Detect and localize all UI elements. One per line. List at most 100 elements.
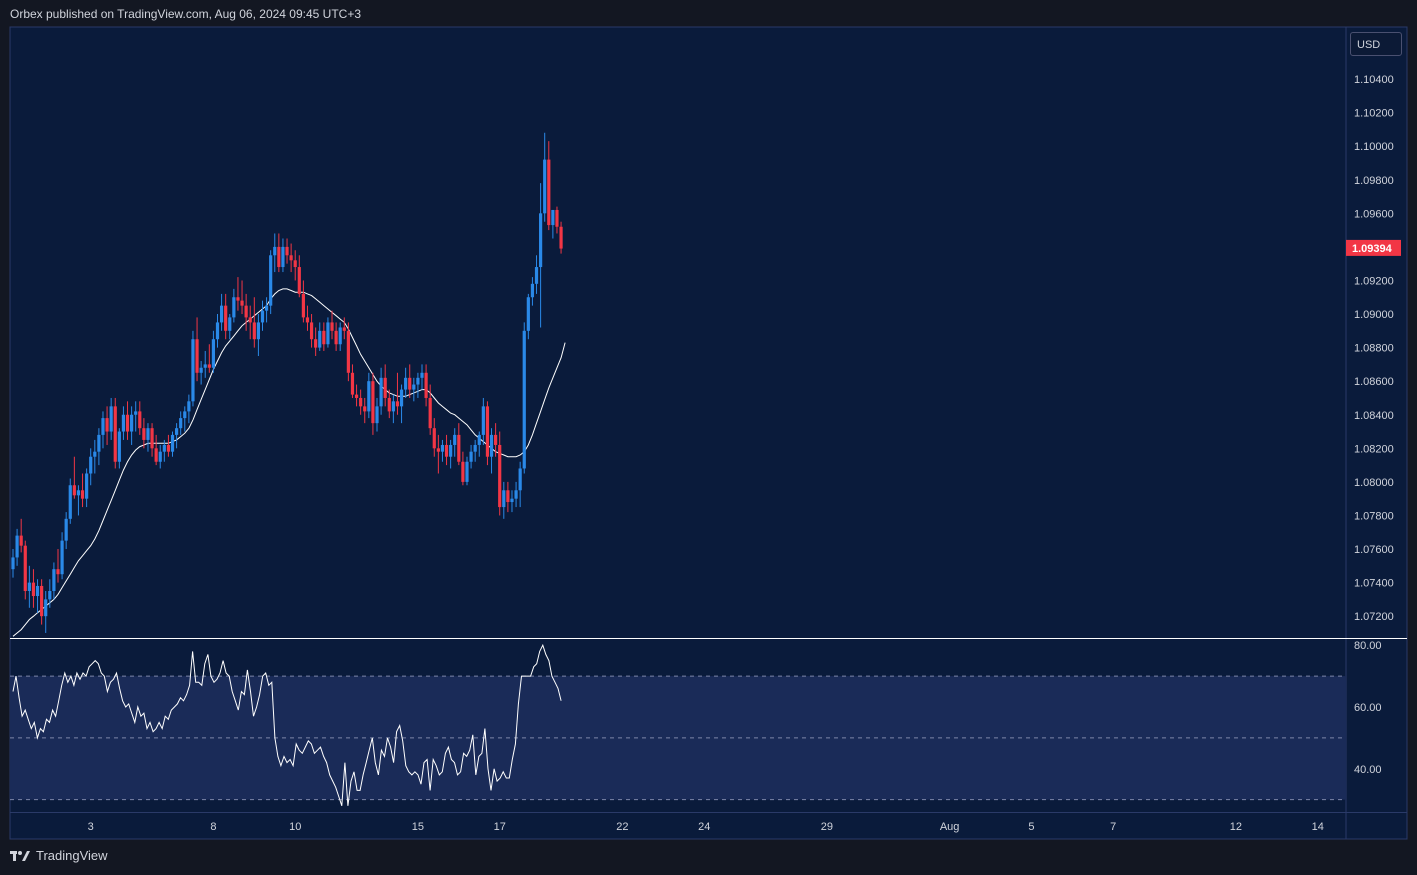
candle xyxy=(342,317,346,340)
candle-body xyxy=(80,490,85,499)
candle-body xyxy=(318,330,322,348)
candle xyxy=(232,288,236,323)
time-tick-label: 29 xyxy=(821,821,833,833)
candle xyxy=(97,428,101,466)
candle-body xyxy=(305,317,310,323)
candle xyxy=(387,389,391,419)
candle xyxy=(117,428,121,469)
candle-body xyxy=(48,591,52,600)
candle-body xyxy=(19,535,23,546)
candle xyxy=(199,361,203,385)
candle xyxy=(518,461,522,508)
candle-body xyxy=(498,444,502,508)
candle xyxy=(449,439,453,469)
candle xyxy=(469,444,473,469)
candle-body xyxy=(510,498,514,503)
candle xyxy=(125,401,130,440)
candle-body xyxy=(281,246,285,268)
candle-body xyxy=(158,451,162,462)
candle-body xyxy=(35,585,40,597)
candle xyxy=(175,423,179,449)
candle-body xyxy=(424,372,428,398)
candle-body xyxy=(199,367,203,373)
candle-body xyxy=(494,434,498,445)
candle-body xyxy=(342,327,346,331)
candle xyxy=(359,389,363,415)
candle xyxy=(489,428,494,474)
candle-body xyxy=(232,297,236,318)
price-tick-label: 1.07600 xyxy=(1354,544,1394,556)
time-tick-label: 15 xyxy=(412,821,424,833)
price-pane-bg xyxy=(10,27,1346,639)
candle-body xyxy=(248,317,252,323)
price-tick-label: 1.09600 xyxy=(1354,208,1394,220)
price-tick-label: 1.09000 xyxy=(1354,309,1394,321)
candle xyxy=(273,233,277,273)
candle-body xyxy=(244,305,248,318)
time-tick-label: 22 xyxy=(616,821,628,833)
candle xyxy=(170,431,175,457)
candle-body xyxy=(469,451,473,462)
candle-body xyxy=(481,406,485,435)
candle xyxy=(309,314,314,348)
candle xyxy=(44,591,48,633)
candle xyxy=(432,418,436,457)
candle xyxy=(318,322,322,351)
candle xyxy=(203,350,207,378)
rsi-axis[interactable]: 40.00 60.00 80.00 xyxy=(1354,640,1382,776)
candle xyxy=(305,305,310,331)
candle-body xyxy=(465,461,469,482)
candle xyxy=(498,431,502,516)
candle-body xyxy=(260,310,265,323)
candle-body xyxy=(219,305,224,323)
price-tick-label: 1.08000 xyxy=(1354,477,1394,489)
candle-body xyxy=(27,582,31,591)
candle-body xyxy=(52,569,56,591)
candle-body xyxy=(477,434,481,445)
tradingview-logo[interactable]: TradingView xyxy=(10,848,108,863)
candle-body xyxy=(453,434,457,445)
candle-body xyxy=(289,255,293,261)
candle xyxy=(142,418,146,449)
candle xyxy=(326,317,330,348)
candle xyxy=(485,401,490,466)
candle-body xyxy=(383,377,387,398)
candle xyxy=(375,397,379,432)
candle xyxy=(371,372,375,435)
candle xyxy=(543,132,547,222)
candle-body xyxy=(72,485,76,496)
candle xyxy=(502,481,506,519)
candle xyxy=(27,565,31,608)
candle-body xyxy=(297,267,301,294)
candle-body xyxy=(256,322,260,340)
candle-body xyxy=(125,414,130,432)
currency-button[interactable]: USD xyxy=(1350,32,1402,56)
candle xyxy=(408,364,412,398)
candle-body xyxy=(109,406,113,432)
candle-body xyxy=(277,246,281,268)
candle-body xyxy=(142,428,146,440)
candle-body xyxy=(175,428,179,435)
candle xyxy=(338,322,342,351)
candle xyxy=(207,344,211,373)
candle xyxy=(52,562,56,600)
candle xyxy=(457,423,461,466)
time-axis[interactable]: 3 8 10 15 17 22 24 29 Aug 5 7 12 14 xyxy=(88,821,1324,833)
candle xyxy=(224,293,228,340)
candle-body xyxy=(183,411,187,419)
candle-body xyxy=(44,599,48,617)
candle xyxy=(461,451,465,486)
candle xyxy=(314,327,318,356)
candle xyxy=(534,255,539,294)
candle xyxy=(539,183,543,328)
time-tick-label: 24 xyxy=(698,821,710,833)
price-axis-bg xyxy=(1346,27,1407,839)
candle-body xyxy=(224,305,228,331)
candle xyxy=(420,364,424,390)
candle xyxy=(354,384,359,407)
candle xyxy=(93,439,97,474)
candle xyxy=(150,423,154,457)
candle xyxy=(322,322,326,351)
candle-body xyxy=(97,434,101,452)
